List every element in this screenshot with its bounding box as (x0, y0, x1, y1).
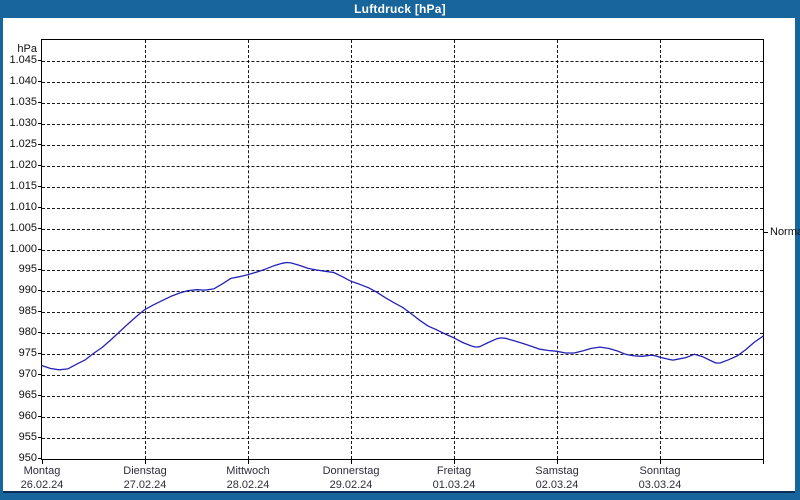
y-axis-tick-970 (38, 374, 41, 376)
y-axis-unit-label: hPa (17, 43, 37, 55)
x-axis-date-label: 29.02.24 (329, 479, 373, 491)
x-axis-tick-3 (351, 460, 352, 464)
window-title-bar: Luftdruck [hPa] (0, 0, 800, 18)
y-axis-tick-980 (38, 332, 41, 334)
h-gridline-955 (42, 438, 763, 440)
y-axis-tick-1020 (38, 164, 41, 166)
x-axis-date-label: 03.03.24 (638, 479, 682, 491)
h-gridline-1000 (42, 249, 763, 251)
pressure-curve (41, 261, 764, 371)
y-axis-tick-965 (38, 395, 41, 397)
h-gridline-1045 (42, 60, 763, 62)
plot-area (41, 39, 764, 460)
x-axis-tick-5 (557, 460, 558, 464)
window-title: Luftdruck [hPa] (354, 2, 446, 16)
h-gridline-980 (42, 333, 763, 335)
y-axis-tick-995 (38, 269, 41, 271)
h-gridline-960 (42, 417, 763, 419)
x-axis-weekday-label: Dienstag (123, 465, 167, 477)
y-axis-tick-1000 (38, 248, 41, 250)
x-axis-tick-4 (454, 460, 455, 464)
x-axis-weekday-label: Samstag (535, 465, 579, 477)
h-gridline-990 (42, 291, 763, 293)
v-gridline-day-3 (351, 40, 352, 459)
h-gridline-975 (42, 354, 763, 356)
y-axis-tick-1030 (38, 122, 41, 124)
y-axis-tick-1045 (38, 59, 41, 61)
x-axis-tick-2 (248, 460, 249, 464)
v-gridline-day-6 (660, 40, 661, 459)
x-axis-weekday-label: Freitag (436, 465, 472, 477)
y-axis-label-960: 960 (18, 410, 37, 423)
normal-level-tick (764, 231, 768, 233)
x-axis-date-label: 01.03.24 (432, 479, 476, 491)
h-gridline-1020 (42, 165, 763, 167)
h-gridline-1005 (42, 228, 763, 230)
chart-panel: hPa Normal 1.045 1.040 1.035 1.030 1.025 1.02… (3, 18, 800, 493)
pressure-curve-svg (41, 261, 764, 371)
y-axis-label-1035: 1.035 (9, 95, 37, 108)
y-axis-tick-1025 (38, 143, 41, 145)
x-axis-weekday-label: Donnerstag (322, 465, 380, 477)
x-axis-date-label: 27.02.24 (123, 479, 167, 491)
h-gridline-1030 (42, 123, 763, 125)
y-axis-label-1025: 1.025 (9, 137, 37, 150)
x-axis-date-label: 02.03.24 (535, 479, 579, 491)
y-axis-label-1015: 1.015 (9, 179, 37, 192)
y-axis-label-965: 965 (18, 389, 37, 402)
y-axis-label-1040: 1.040 (9, 74, 37, 87)
y-axis-label-1045: 1.045 (9, 53, 37, 66)
h-gridline-970 (42, 375, 763, 377)
v-gridline-day-4 (454, 40, 455, 459)
x-axis-date-label: 28.02.24 (226, 479, 270, 491)
y-axis-label-950: 950 (18, 452, 37, 464)
y-axis-label-990: 990 (18, 284, 37, 297)
y-axis-label-1010: 1.010 (9, 200, 37, 213)
y-axis-tick-1010 (38, 206, 41, 208)
y-axis-label-1030: 1.030 (9, 116, 37, 129)
y-axis-tick-955 (38, 437, 41, 439)
v-gridline-day-2 (248, 40, 249, 459)
h-gridline-1010 (42, 207, 763, 209)
x-axis-date-label: 26.02.24 (20, 479, 64, 491)
y-axis-label-955: 955 (18, 431, 37, 444)
y-axis-tick-1040 (38, 80, 41, 82)
y-axis-label-975: 975 (18, 347, 37, 360)
y-axis-label-985: 985 (18, 305, 37, 318)
h-gridline-985 (42, 312, 763, 314)
y-axis-tick-950 (38, 458, 41, 459)
normal-level-label: Normal (770, 225, 800, 238)
y-axis-tick-990 (38, 290, 41, 292)
h-gridline-995 (42, 270, 763, 272)
v-gridline-day-5 (557, 40, 558, 459)
x-axis-tick-1 (145, 460, 146, 464)
y-axis-tick-1005 (38, 227, 41, 229)
x-axis-weekday-label: Montag (23, 465, 61, 477)
y-axis-label-995: 995 (18, 263, 37, 276)
y-axis-tick-960 (38, 416, 41, 418)
h-gridline-965 (42, 396, 763, 398)
x-axis-tick-7 (763, 460, 764, 464)
x-axis-tick-0 (42, 460, 43, 464)
h-gridline-1025 (42, 144, 763, 146)
y-axis-label-970: 970 (18, 368, 37, 381)
x-axis-tick-6 (660, 460, 661, 464)
y-axis-label-980: 980 (18, 326, 37, 339)
y-axis-tick-975 (38, 353, 41, 355)
x-axis-weekday-label: Mittwoch (226, 465, 270, 477)
y-axis-label-1000: 1.000 (9, 242, 37, 255)
h-gridline-1040 (42, 81, 763, 83)
v-gridline-day-1 (145, 40, 146, 459)
y-axis-tick-1035 (38, 101, 41, 103)
y-axis-tick-1015 (38, 185, 41, 187)
h-gridline-1015 (42, 186, 763, 188)
y-axis-tick-985 (38, 311, 41, 313)
y-axis-label-1020: 1.020 (9, 158, 37, 171)
h-gridline-1035 (42, 102, 763, 104)
y-axis-label-1005: 1.005 (9, 221, 37, 234)
x-axis-weekday-label: Sonntag (639, 465, 681, 477)
